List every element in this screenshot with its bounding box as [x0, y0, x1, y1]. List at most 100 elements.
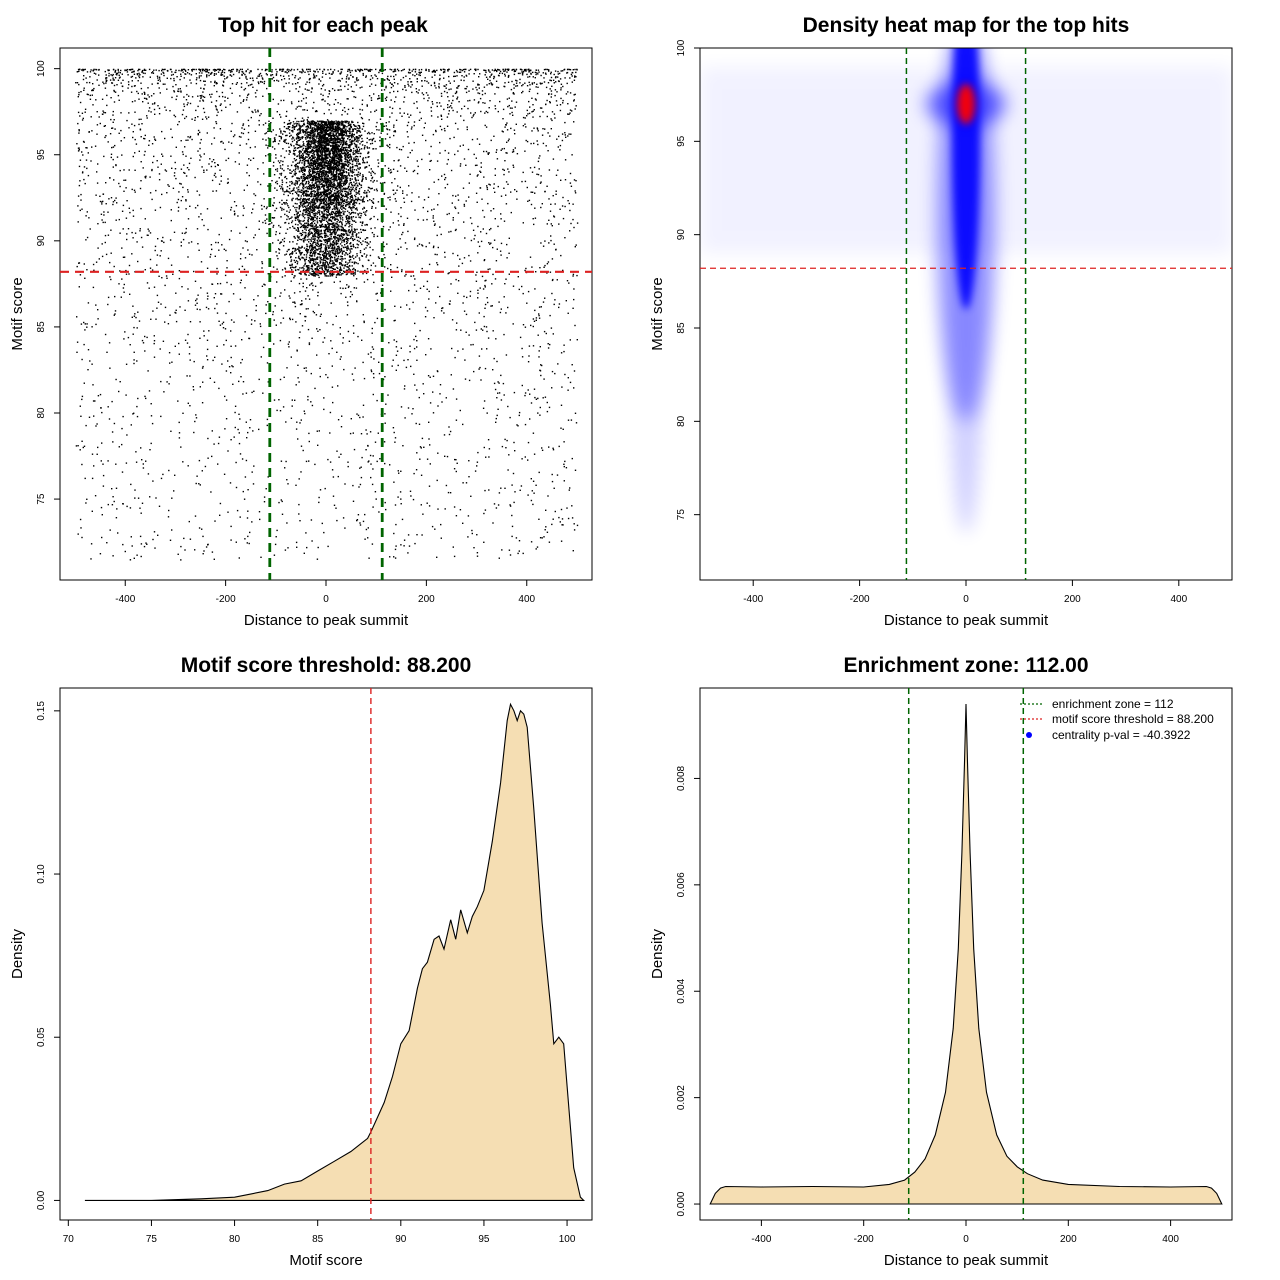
scatter-point	[159, 255, 161, 257]
scatter-point	[334, 218, 336, 220]
scatter-point	[289, 297, 291, 299]
scatter-point	[333, 247, 335, 249]
scatter-point	[230, 206, 233, 209]
scatter-point	[358, 182, 360, 184]
scatter-point	[314, 175, 316, 177]
scatter-point	[329, 461, 332, 463]
scatter-point	[365, 429, 367, 431]
scatter-point	[219, 128, 222, 130]
scatter-point	[418, 243, 421, 245]
scatter-point	[108, 418, 111, 420]
scatter-point	[341, 260, 343, 262]
scatter-point	[482, 407, 485, 409]
scatter-point	[344, 183, 347, 186]
scatter-point	[542, 301, 545, 303]
scatter-point	[247, 489, 249, 491]
scatter-point	[389, 106, 391, 108]
scatter-point	[324, 275, 326, 277]
scatter-point	[307, 68, 310, 71]
scatter-point	[505, 203, 508, 205]
scatter-point	[131, 231, 133, 234]
scatter-point	[308, 197, 311, 200]
scatter-point	[131, 85, 133, 88]
scatter-point	[153, 531, 156, 533]
scatter-point	[302, 210, 305, 212]
scatter-point	[389, 116, 391, 118]
scatter-point	[330, 112, 332, 115]
scatter-point	[489, 100, 491, 102]
scatter-point	[121, 278, 123, 280]
scatter-point	[372, 171, 375, 174]
scatter-point	[400, 544, 402, 546]
scatter-point	[383, 89, 386, 91]
scatter-point	[295, 541, 298, 544]
scatter-point	[571, 72, 574, 74]
scatter-point	[325, 139, 327, 142]
scatter-point	[567, 389, 569, 391]
scatter-point	[329, 90, 331, 93]
scatter-point	[242, 393, 244, 395]
scatter-point	[534, 217, 537, 219]
scatter-point	[463, 76, 465, 78]
scatter-point	[305, 532, 307, 534]
scatter-point	[339, 358, 341, 360]
scatter-point	[295, 265, 297, 268]
scatter-point	[569, 112, 571, 114]
scatter-point	[316, 222, 319, 224]
scatter-point	[264, 214, 267, 216]
scatter-point	[347, 157, 350, 159]
scatter-point	[257, 68, 259, 71]
scatter-point	[463, 295, 465, 298]
scatter-point	[433, 220, 435, 222]
scatter-point	[288, 218, 290, 220]
scatter-point	[326, 189, 328, 191]
scatter-point	[313, 252, 315, 254]
scatter-point	[402, 231, 404, 234]
scatter-point	[152, 71, 154, 73]
scatter-point	[568, 202, 570, 205]
scatter-point	[349, 201, 351, 204]
scatter-point	[297, 215, 299, 217]
scatter-point	[530, 142, 532, 145]
scatter-point	[265, 155, 267, 157]
scatter-point	[303, 119, 305, 121]
scatter-point	[314, 199, 316, 202]
scatter-point	[444, 178, 446, 181]
scatter-point	[453, 75, 455, 78]
scatter-point	[320, 129, 322, 131]
scatter-point	[446, 91, 448, 94]
scatter-point	[341, 174, 344, 176]
scatter-point	[469, 99, 471, 102]
scatter-point	[261, 77, 264, 79]
scatter-point	[191, 69, 193, 71]
scatter-point	[311, 337, 313, 339]
scatter-point	[442, 307, 444, 309]
scatter-point	[334, 187, 337, 190]
scatter-point	[451, 107, 453, 109]
scatter-point	[183, 68, 186, 71]
scatter-point	[313, 171, 315, 173]
scatter-point	[240, 102, 242, 104]
scatter-point	[317, 211, 320, 214]
scatter-point	[251, 319, 253, 321]
scatter-point	[297, 212, 299, 214]
scatter-point	[552, 278, 554, 281]
scatter-point	[347, 219, 349, 222]
scatter-point	[400, 70, 403, 72]
scatter-point	[478, 143, 481, 145]
scatter-point	[485, 76, 488, 78]
scatter-point	[372, 137, 375, 140]
scatter-point	[335, 126, 338, 128]
scatter-point	[331, 347, 333, 350]
scatter-point	[318, 122, 320, 124]
scatter-point	[302, 155, 304, 158]
scatter-point	[473, 113, 475, 116]
scatter-point	[503, 70, 505, 73]
scatter-point	[163, 68, 165, 71]
scatter-point	[308, 164, 310, 166]
scatter-point	[315, 176, 317, 178]
scatter-point	[363, 253, 366, 255]
scatter-point	[230, 283, 232, 286]
scatter-point	[504, 70, 506, 72]
scatter-point	[434, 71, 436, 73]
